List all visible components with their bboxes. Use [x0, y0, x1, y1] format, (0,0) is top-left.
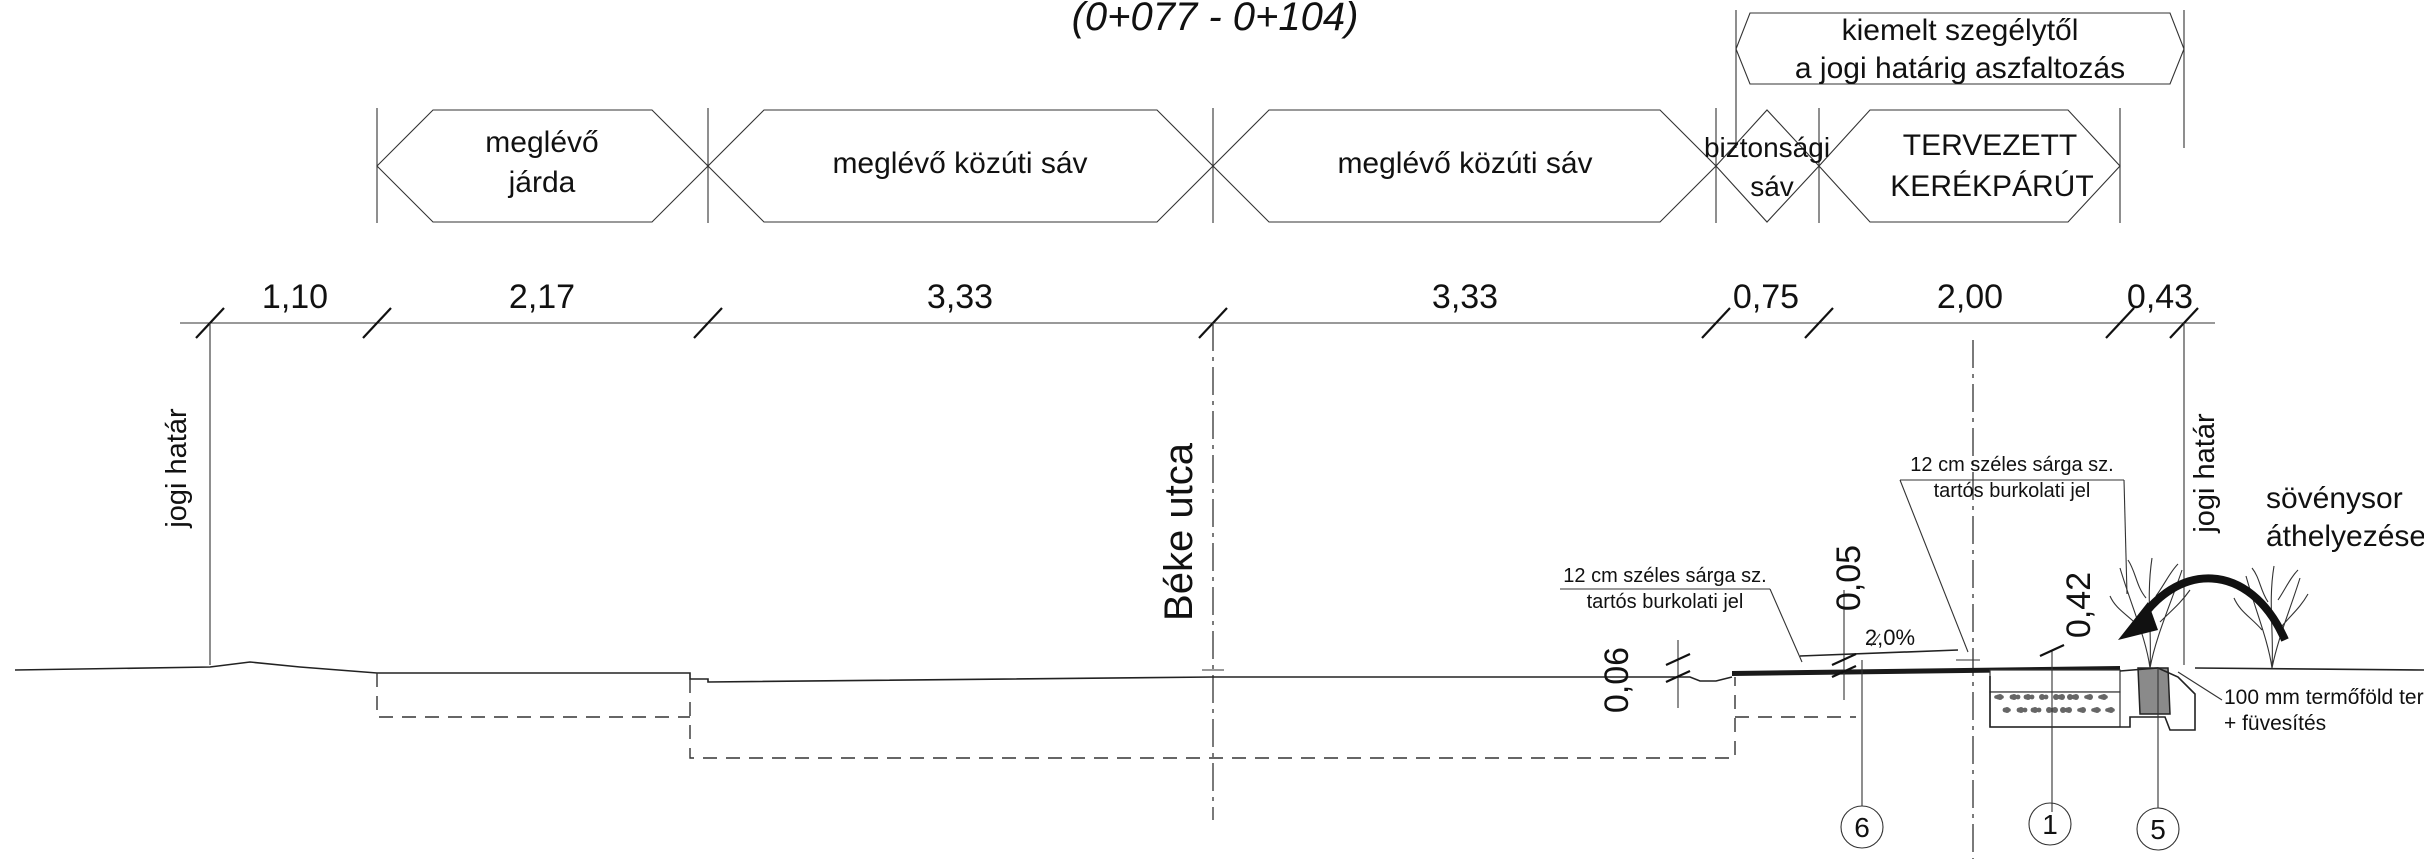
gravel-dot — [2022, 707, 2028, 713]
dimension-line: 1,10 2,17 3,33 3,33 0,75 2,00 0,43 — [180, 278, 2215, 339]
callout-6: 6 — [1840, 660, 1884, 849]
gravel-dot — [2066, 707, 2072, 713]
marking-callouts: 12 cm széles sárga sz. tartós burkolati … — [1560, 454, 2128, 663]
zone-label-safety-2: sáv — [1750, 171, 1794, 202]
topsoil-leader — [2177, 671, 2223, 701]
dimension-tick — [362, 307, 392, 339]
top-zone-line1: kiemelt szegélytől — [1842, 14, 2079, 47]
gravel-dot — [2104, 695, 2108, 699]
dimension-tick — [2105, 307, 2135, 339]
height-dimensions: 0,06 0,05 0,42 — [1598, 545, 2098, 812]
slope-arrow — [1870, 633, 1881, 647]
gravel-dot — [2073, 694, 2079, 700]
top-zone-line2: a jogi határig aszfaltozás — [1795, 52, 2125, 85]
gravel-dot — [2059, 694, 2065, 700]
dimension-tick — [1701, 307, 1731, 339]
height-042-label: 0,42 — [2060, 572, 2098, 638]
gravel-dot — [2080, 707, 2086, 713]
zone-label-sidewalk-2: járda — [508, 166, 576, 199]
slope-label: 2,0% — [1865, 625, 1915, 650]
street-name-label: Béke utca — [1157, 442, 1201, 621]
section-title: (0+077 - 0+104) — [1072, 0, 1359, 39]
gravel-dot — [2052, 707, 2058, 713]
callout-6-label: 6 — [1854, 812, 1870, 843]
dim-2: 2,17 — [509, 278, 575, 316]
marking-left-line1: 12 cm széles sárga sz. — [1563, 565, 1766, 587]
height-006-label: 0,06 — [1598, 647, 1636, 713]
topsoil-line1: 100 mm termőföld terítés — [2224, 686, 2424, 709]
transplant-arrow-icon — [2118, 574, 2289, 642]
zone-label-sidewalk-1: meglévő — [485, 126, 598, 159]
zone-label-lane-2: meglévő közúti sáv — [1337, 147, 1592, 180]
marking-right-line1: 12 cm széles sárga sz. — [1910, 454, 2113, 476]
top-zone-banner: kiemelt szegélytől a jogi határig aszfal… — [1735, 10, 2185, 148]
legal-boundary-right-label: jogi határ — [2189, 413, 2221, 534]
marking-right-line2: tartós burkolati jel — [1934, 480, 2091, 502]
gravel-dot — [2097, 708, 2101, 712]
zone-banners: meglévő járda meglévő közúti sáv meglévő… — [376, 108, 2121, 223]
gravel-dot — [2015, 694, 2021, 700]
callout-5: 5 — [2136, 668, 2180, 851]
gravel-dot — [2007, 708, 2011, 712]
zone-label-lane-1: meglévő közúti sáv — [832, 147, 1087, 180]
topsoil-line2: + füvesítés — [2224, 712, 2326, 735]
dim-1: 1,10 — [262, 278, 328, 316]
gravel-dot — [2111, 708, 2115, 712]
dim-4: 3,33 — [1432, 278, 1498, 316]
dimension-tick — [1804, 307, 1834, 339]
dim-5: 0,75 — [1733, 278, 1799, 316]
zone-label-bikeway-2: KERÉKPÁRÚT — [1890, 170, 2093, 203]
gravel-dot — [2000, 695, 2004, 699]
legal-boundary-left-label: jogi határ — [161, 408, 193, 529]
dimension-tick — [693, 307, 723, 339]
hedge-label-line1: sövénysor — [2266, 482, 2403, 515]
callout-1-label: 1 — [2042, 809, 2058, 840]
callout-5-label: 5 — [2150, 814, 2166, 845]
gravel-dot — [2043, 694, 2049, 700]
dim-3: 3,33 — [927, 278, 993, 316]
gravel-dot — [2036, 707, 2042, 713]
hedge-label-line2: áthelyezése — [2266, 520, 2424, 553]
dim-7: 0,43 — [2127, 278, 2193, 316]
bikeway-structure — [1732, 649, 2424, 731]
ground-profile — [14, 661, 1856, 759]
dim-6: 2,00 — [1937, 278, 2003, 316]
marking-left-line2: tartós burkolati jel — [1587, 591, 1744, 613]
height-005-label: 0,05 — [1830, 545, 1868, 611]
gravel-dot — [2029, 694, 2035, 700]
zone-label-bikeway-1: TERVEZETT — [1903, 129, 2077, 162]
gravel-dot — [2087, 694, 2093, 700]
callout-1: 1 — [2028, 802, 2072, 846]
zone-label-safety-1: biztonsági — [1704, 132, 1830, 163]
